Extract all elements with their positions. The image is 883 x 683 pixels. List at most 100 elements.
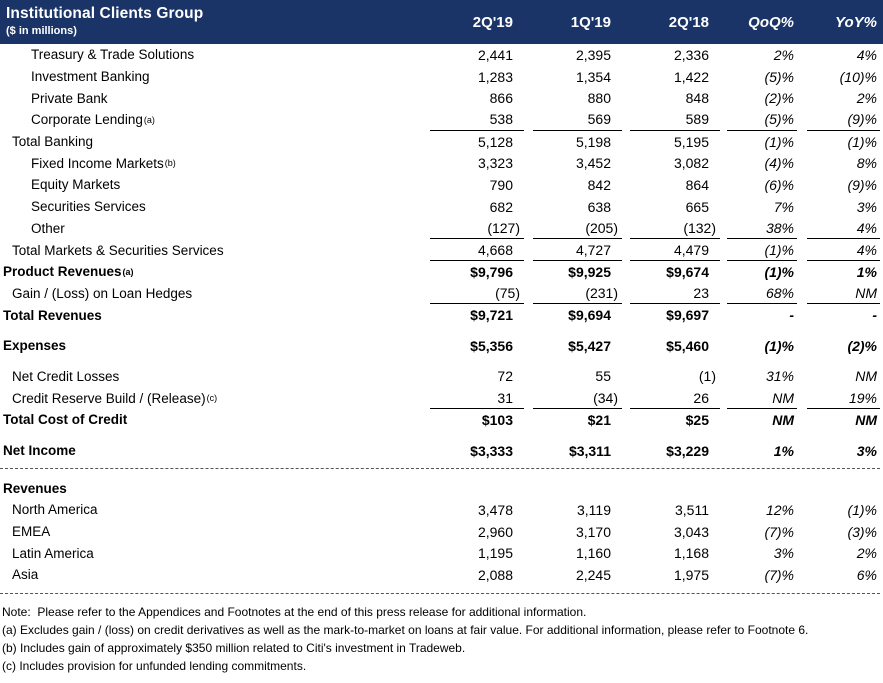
- value-cell: 842: [587, 176, 611, 193]
- row-label: North America: [12, 502, 98, 518]
- value-cell: 538: [430, 109, 524, 131]
- footnote-item: (b) Includes gain of approximately $350 …: [2, 640, 466, 655]
- value-cell: $3,333: [470, 442, 513, 459]
- value-cell: 790: [489, 176, 513, 193]
- table-row: Total Revenues $9,721 $9,694 $9,697 - -: [0, 304, 880, 326]
- value-cell: 880: [587, 90, 611, 107]
- row-label: Latin America: [12, 545, 94, 561]
- table-row: Investment Banking 1,283 1,354 1,422 (5)% (10…: [0, 66, 880, 88]
- table-row: Securities Services 682 638 665 7% 3%: [0, 196, 880, 218]
- value-cell: $103: [481, 411, 513, 428]
- value-cell: (1)%: [764, 263, 794, 280]
- value-cell: 1,160: [575, 545, 611, 562]
- value-cell: $5,356: [470, 337, 513, 354]
- value-cell: (75): [430, 283, 524, 305]
- value-cell: (3)%: [847, 523, 877, 540]
- value-cell: 3,323: [477, 155, 513, 172]
- value-cell: 8%: [856, 155, 877, 172]
- table-row: Asia 2,088 2,245 1,975 (7)% 6%: [0, 564, 880, 586]
- column-header: QoQ%: [748, 13, 794, 31]
- value-cell: 1%: [856, 263, 877, 280]
- row-label: Investment Banking: [31, 69, 150, 85]
- dashed-divider: [0, 468, 880, 470]
- value-cell: 3%: [856, 442, 877, 459]
- row-label: Corporate Lending (a): [31, 112, 155, 128]
- value-cell: 2%: [856, 90, 877, 107]
- value-cell: (1)%: [764, 133, 794, 150]
- value-cell: 4,479: [630, 239, 720, 261]
- value-cell: (9)%: [847, 176, 877, 193]
- row-label: Other: [31, 220, 65, 236]
- row-label: Total Markets & Securities Services: [12, 242, 224, 258]
- value-cell: 864: [685, 176, 709, 193]
- value-cell: -: [872, 307, 877, 324]
- value-cell: $3,311: [568, 442, 611, 459]
- value-cell: 72: [497, 368, 513, 385]
- row-label: Asia: [12, 567, 39, 583]
- value-cell: 3,119: [577, 501, 611, 518]
- table-row: Other (127) (205) (132) 38% 4%: [0, 218, 880, 240]
- value-cell: $9,925: [568, 263, 611, 280]
- value-cell: $9,697: [666, 307, 709, 324]
- value-cell: $9,796: [470, 263, 513, 280]
- value-cell: (9)%: [807, 109, 880, 131]
- footnotes-section: Note: Please refer to the Appendices and…: [0, 602, 883, 675]
- value-cell: (2)%: [764, 90, 794, 107]
- value-cell: 2,336: [673, 46, 709, 63]
- value-cell: 848: [685, 90, 709, 107]
- value-cell: 1,422: [673, 68, 709, 85]
- value-cell: 866: [489, 90, 513, 107]
- value-cell: 31: [430, 387, 524, 409]
- value-cell: NM: [727, 387, 797, 409]
- value-cell: 2%: [773, 46, 794, 63]
- value-cell: (1)%: [847, 133, 877, 150]
- value-cell: 55: [595, 368, 611, 385]
- value-cell: (5)%: [727, 109, 797, 131]
- value-cell: NM: [772, 411, 794, 428]
- row-label: Credit Reserve Build / (Release) (c): [12, 390, 218, 406]
- units-subtitle: ($ in millions): [6, 25, 77, 37]
- value-cell: 31%: [765, 368, 794, 385]
- value-cell: (10)%: [839, 68, 877, 85]
- table-row: Private Bank 866 880 848 (2)% 2%: [0, 87, 880, 109]
- value-cell: 1,168: [673, 545, 709, 562]
- value-cell: $9,721: [470, 307, 513, 324]
- row-label: Gain / (Loss) on Loan Hedges: [12, 285, 193, 301]
- value-cell: 3,478: [477, 501, 513, 518]
- value-cell: (205): [533, 218, 622, 240]
- column-header: 1Q'19: [570, 13, 611, 31]
- value-cell: 3,082: [673, 155, 709, 172]
- value-cell: 38%: [727, 218, 797, 240]
- table-row: Net Credit Losses 72 55 (1) 31% NM: [0, 366, 880, 388]
- table-row: Equity Markets 790 842 864 (6)% (9)%: [0, 174, 880, 196]
- row-label: Expenses: [3, 338, 67, 354]
- value-cell: 2,441: [477, 46, 513, 63]
- value-cell: 3,170: [575, 523, 611, 540]
- value-cell: 68%: [727, 283, 797, 305]
- value-cell: 3,452: [575, 155, 611, 172]
- value-cell: (7)%: [764, 523, 794, 540]
- footnote-item: (c) Includes provision for unfunded lend…: [2, 658, 307, 673]
- value-cell: 12%: [765, 501, 794, 518]
- value-cell: [727, 477, 797, 499]
- value-cell: 3%: [773, 545, 794, 562]
- value-cell: 3,043: [673, 523, 709, 540]
- value-cell: 5,198: [575, 133, 611, 150]
- footnote-note: Note: Please refer to the Appendices and…: [2, 604, 587, 619]
- row-label: Equity Markets: [31, 177, 121, 193]
- table-row: Total Markets & Securities Services 4,668…: [0, 239, 880, 261]
- value-cell: 1,195: [477, 545, 513, 562]
- value-cell: 638: [587, 198, 611, 215]
- table-row: EMEA 2,960 3,170 3,043 (7)% (3)%: [0, 521, 880, 543]
- row-label: Total Banking: [12, 134, 94, 150]
- table-header-band: Institutional Clients Group ($ in millio…: [0, 0, 883, 44]
- value-cell: 2,088: [477, 566, 513, 583]
- value-cell: 2,395: [575, 46, 611, 63]
- value-cell: 2%: [856, 545, 877, 562]
- row-label: Product Revenues (a): [3, 264, 134, 280]
- dashed-divider: [0, 592, 880, 594]
- row-label: Net Income: [3, 443, 76, 459]
- value-cell: 569: [533, 109, 622, 131]
- value-cell: 7%: [773, 198, 794, 215]
